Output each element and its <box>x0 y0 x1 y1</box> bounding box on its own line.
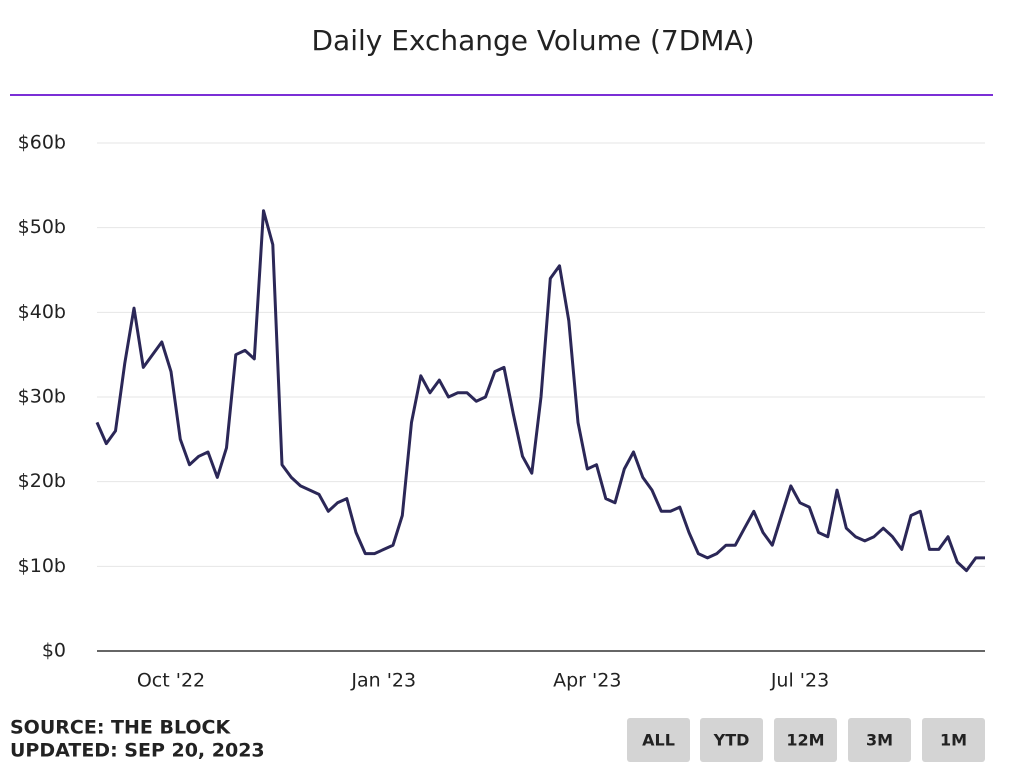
x-tick-label: Jul '23 <box>770 670 829 692</box>
range-button-label[interactable]: 12M <box>786 731 824 750</box>
range-button-label[interactable]: ALL <box>642 731 675 750</box>
y-tick-label: $30b <box>18 386 66 408</box>
range-button[interactable] <box>774 718 837 762</box>
y-tick-label: $10b <box>18 555 66 577</box>
y-tick-label: $20b <box>18 470 66 492</box>
range-button[interactable] <box>627 718 690 762</box>
y-tick-label: $0 <box>42 640 66 662</box>
series-line <box>95 209 985 573</box>
x-tick-label: Jan '23 <box>350 670 416 692</box>
x-tick-label: Oct '22 <box>137 670 205 692</box>
chart-title: Daily Exchange Volume (7DMA) <box>311 24 754 57</box>
y-tick-label: $60b <box>18 132 66 154</box>
range-button[interactable] <box>922 718 985 762</box>
updated: UPDATED: SEP 20, 2023 <box>10 740 265 762</box>
x-tick-label: Apr '23 <box>553 670 621 692</box>
range-button[interactable] <box>700 718 763 762</box>
y-tick-label: $40b <box>18 301 66 323</box>
source: SOURCE: THE BLOCK <box>10 717 231 739</box>
range-button-label[interactable]: 1M <box>940 731 967 750</box>
range-button[interactable] <box>848 718 911 762</box>
y-tick-label: $50b <box>18 216 66 238</box>
range-button-label[interactable]: YTD <box>713 731 750 750</box>
range-button-label[interactable]: 3M <box>866 731 893 750</box>
